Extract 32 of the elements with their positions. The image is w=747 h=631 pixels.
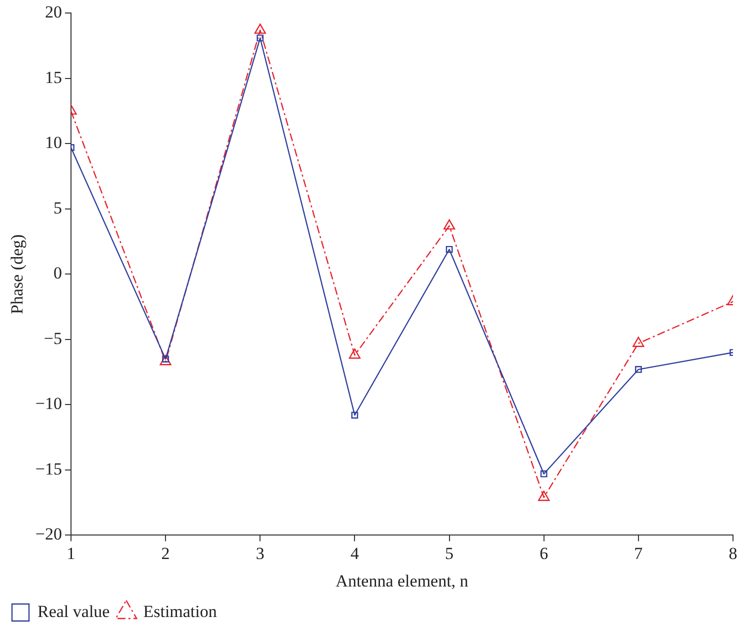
y-tick-label: −10 [35,394,62,414]
x-tick-label: 8 [728,544,738,563]
x-axis-title: Antenna element, n [336,571,469,590]
point [256,34,264,42]
point [160,355,172,366]
point [635,366,642,373]
y-tick-label: −5 [44,328,62,348]
x-tick-label: 2 [161,544,170,563]
point [348,348,361,359]
y-axis-title: Phase (deg) [8,234,27,314]
legend-label: Real value [38,602,110,621]
point [446,246,453,253]
legend-label: Estimation [143,602,218,621]
y-tick-label: −20 [35,524,62,544]
y-tick-label: 10 [44,133,62,152]
y-tick-label: 15 [44,68,62,87]
x-tick-label: 7 [634,544,644,563]
point [351,412,358,419]
y-tick-label: −15 [35,459,62,478]
x-tick-label: 1 [66,544,76,563]
x-tick-label: 5 [445,544,454,563]
x-tick-label: 3 [256,544,264,563]
y-tick-label: 5 [53,198,62,218]
point [540,470,548,478]
point [538,490,550,501]
y-tick-label: 0 [53,264,62,283]
y-tick-label: 20 [44,2,62,22]
point [443,219,456,230]
point [632,336,644,347]
x-tick-label: 6 [540,544,548,563]
x-tick-label: 4 [350,544,360,563]
point [254,24,266,34]
